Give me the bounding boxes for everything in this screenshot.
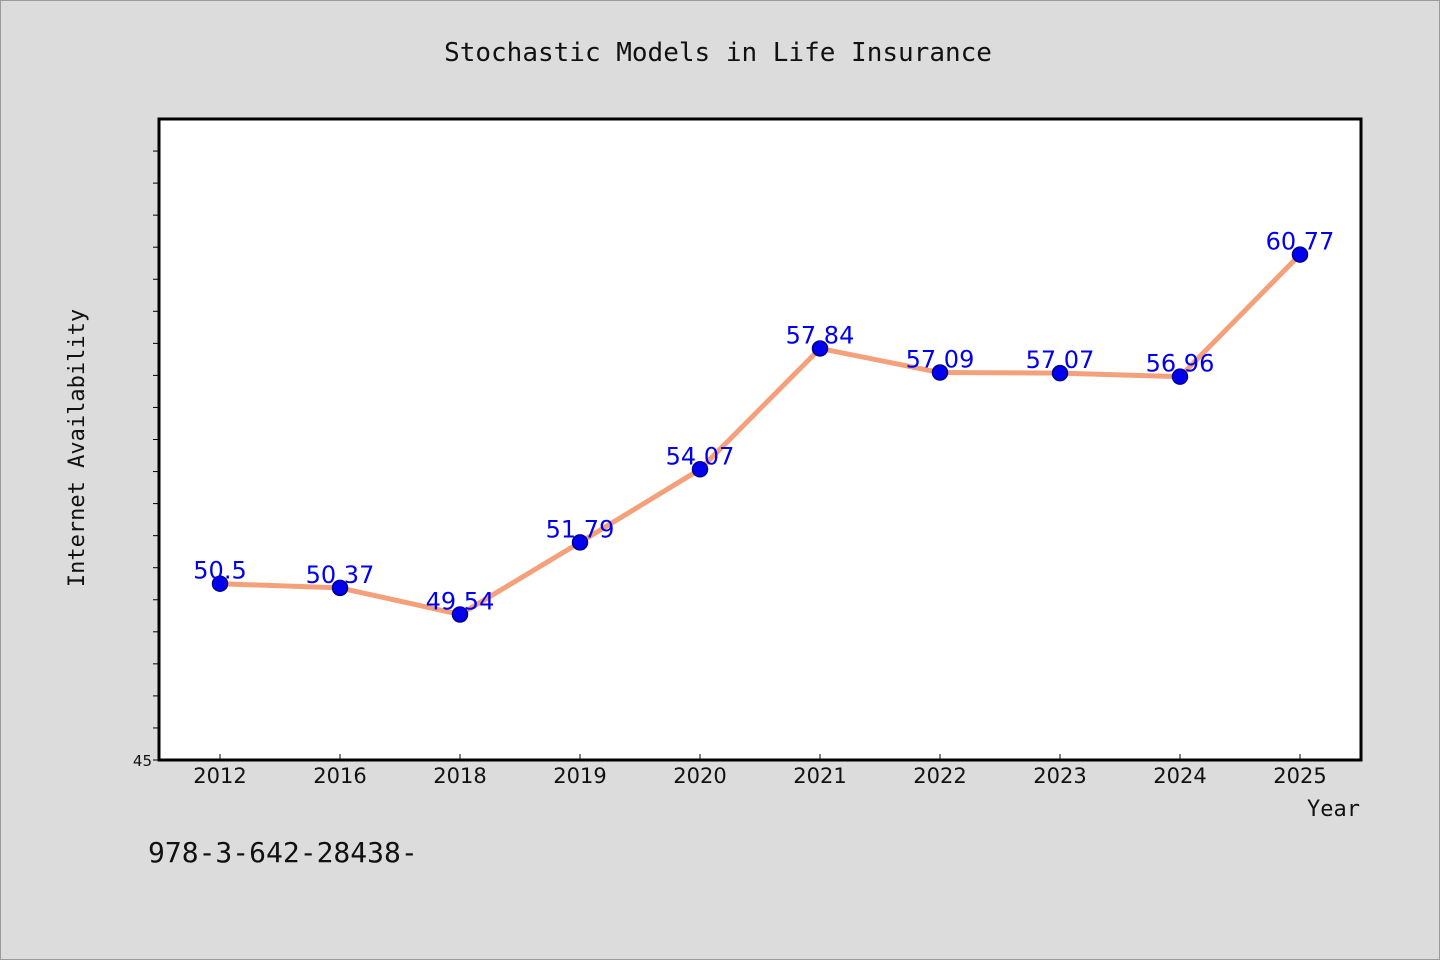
x-tick-label: 2024 <box>1153 764 1206 788</box>
data-label: 57.84 <box>786 321 855 349</box>
y-tick-label-min: 45 <box>133 752 152 770</box>
x-tick-label: 2019 <box>553 764 606 788</box>
x-tick-label: 2020 <box>673 764 726 788</box>
y-axis-ticks <box>153 150 159 761</box>
series-line <box>217 252 1303 617</box>
data-label: 57.07 <box>1026 346 1095 374</box>
data-point <box>211 575 229 592</box>
x-tick-label: 2023 <box>1033 764 1086 788</box>
data-point <box>1171 368 1189 385</box>
data-label: 50.37 <box>306 561 375 589</box>
chart-title: Stochastic Models in Life Insurance <box>444 38 992 68</box>
series-layer: 50.5 50.37 49.54 51.79 54.07 57.84 57.09 57.07 5… <box>193 228 1335 623</box>
data-point <box>571 534 589 551</box>
x-tick-label: 2022 <box>913 764 966 788</box>
data-label: 51.79 <box>546 515 615 543</box>
data-label: 50.5 <box>193 557 246 585</box>
data-point <box>811 340 829 357</box>
data-label: 57.09 <box>906 346 975 374</box>
x-tick-label: 2025 <box>1273 764 1326 788</box>
data-point <box>331 579 349 597</box>
x-axis-title: Year <box>1307 797 1360 822</box>
x-tick-label: 2016 <box>313 764 366 788</box>
data-point <box>1291 246 1309 263</box>
data-label: 54.07 <box>666 442 735 470</box>
x-tick-label: 2021 <box>793 764 846 788</box>
footnote-isbn: 978-3-642-28438- <box>148 836 418 869</box>
data-point <box>1051 364 1069 382</box>
data-label: 60.77 <box>1266 228 1335 256</box>
data-label: 49.54 <box>426 587 495 615</box>
plot-area <box>157 117 1363 762</box>
x-tick-label: 2018 <box>433 764 486 788</box>
data-point <box>451 606 469 623</box>
data-point <box>691 461 709 478</box>
y-axis-title: Internet Availability <box>65 309 90 587</box>
x-tick-label: 2012 <box>193 764 246 788</box>
x-axis-ticks: 2012 2016 2018 2019 2020 2021 2022 2023 2024 2025 <box>193 754 1327 788</box>
data-point <box>931 364 949 381</box>
data-label: 56.96 <box>1146 350 1215 378</box>
